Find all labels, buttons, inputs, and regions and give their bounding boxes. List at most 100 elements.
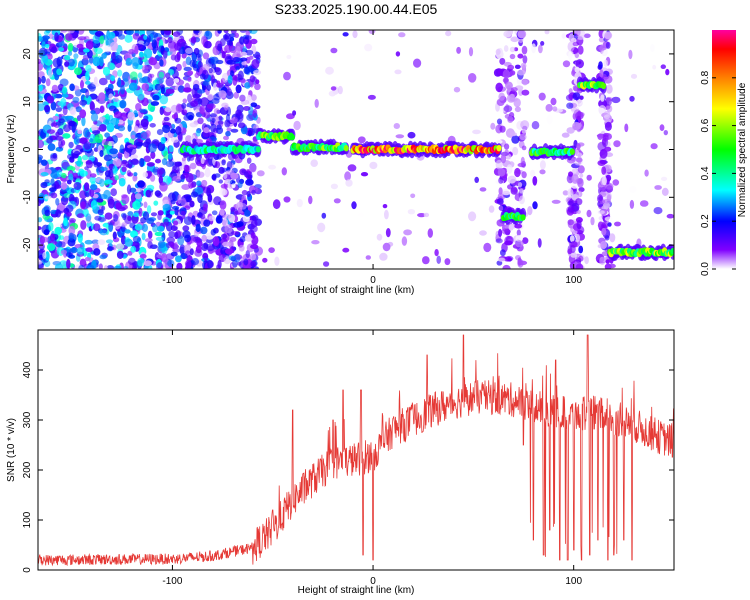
noise-blob (644, 169, 649, 177)
noise-blob (572, 41, 579, 47)
noise-blob (171, 114, 177, 119)
noise-blob (235, 66, 240, 71)
noise-blob (369, 161, 378, 170)
noise-blob (502, 69, 510, 79)
noise-blob (384, 209, 389, 220)
noise-blob (513, 98, 521, 108)
noise-blob (189, 200, 195, 208)
noise-blob (156, 192, 163, 198)
ridge-core (670, 247, 674, 255)
noise-blob (398, 32, 406, 38)
y-tick-label: 400 (22, 361, 33, 378)
noise-blob (229, 180, 236, 185)
noise-blob (495, 238, 503, 244)
noise-blob (91, 239, 100, 245)
noise-blob (189, 122, 198, 128)
noise-blob (65, 204, 74, 213)
noise-blob (599, 256, 606, 265)
noise-blob (230, 128, 239, 133)
noise-blob (98, 92, 106, 102)
noise-blob (598, 61, 603, 70)
noise-blob (317, 222, 326, 233)
noise-blob (518, 195, 525, 205)
noise-blob (495, 159, 503, 170)
noise-blob (268, 247, 275, 254)
noise-blob (38, 77, 42, 85)
noise-blob (268, 164, 277, 170)
noise-blob (139, 51, 144, 58)
noise-blob (159, 182, 168, 192)
noise-blob (135, 141, 144, 147)
snr-panel: -100 0 100 0 100 200 300 400 Height of straight… (6, 329, 675, 596)
noise-blob (604, 216, 613, 222)
noise-blob (99, 178, 105, 187)
noise-blob (239, 30, 247, 33)
noise-blob (72, 96, 80, 103)
noise-blob (139, 108, 147, 113)
noise-blob (196, 171, 205, 178)
ridge-core (289, 133, 295, 141)
noise-blob (103, 265, 108, 269)
noise-blob (250, 102, 258, 108)
noise-blob (660, 64, 666, 69)
noise-blob (251, 189, 256, 195)
noise-blob (204, 40, 212, 49)
noise-blob (183, 164, 190, 173)
noise-blob (102, 66, 111, 76)
noise-blob (239, 236, 246, 243)
x-tick-label: 100 (565, 576, 582, 587)
noise-blob (567, 248, 573, 255)
noise-blob (137, 72, 143, 79)
noise-blob (81, 154, 89, 161)
noise-blob (483, 242, 492, 253)
noise-blob (256, 170, 265, 177)
noise-blob (67, 58, 75, 67)
noise-blob (228, 33, 237, 38)
noise-blob (230, 206, 236, 212)
noise-blob (517, 30, 527, 39)
noise-blob (244, 35, 252, 40)
noise-blob (136, 187, 143, 193)
noise-blob (417, 213, 426, 218)
noise-blob (116, 250, 124, 259)
noise-blob (255, 79, 260, 85)
noise-blob (652, 64, 657, 70)
noise-blob (539, 160, 546, 170)
noise-blob (74, 67, 82, 75)
noise-blob (575, 59, 584, 69)
noise-blob (99, 56, 104, 67)
noise-blob (503, 256, 512, 262)
noise-blob (202, 63, 210, 72)
noise-blob (177, 194, 182, 205)
noise-blob (531, 43, 536, 54)
noise-blob (249, 163, 257, 173)
noise-blob (507, 30, 514, 35)
noise-blob (639, 200, 649, 207)
noise-blob (166, 236, 175, 244)
noise-blob (165, 88, 175, 94)
noise-blob (184, 234, 192, 243)
noise-blob (382, 204, 388, 209)
noise-blob (39, 235, 46, 244)
noise-blob (546, 114, 553, 125)
noise-blob (272, 199, 281, 210)
noise-blob (130, 230, 138, 238)
noise-blob (44, 195, 52, 200)
noise-blob (90, 184, 98, 191)
noise-blob (191, 258, 200, 266)
noise-blob (186, 111, 195, 120)
noise-blob (67, 238, 76, 247)
noise-blob (509, 46, 516, 53)
noise-blob (347, 164, 357, 172)
noise-blob (106, 265, 114, 269)
noise-blob (223, 179, 233, 185)
noise-blob (196, 240, 203, 247)
noise-blob (659, 124, 665, 131)
noise-blob (496, 118, 503, 125)
noise-blob (106, 246, 113, 252)
noise-blob (89, 138, 94, 143)
noise-blob (538, 92, 546, 101)
noise-blob (530, 169, 536, 178)
noise-blob (99, 35, 105, 45)
noise-blob (38, 103, 45, 112)
